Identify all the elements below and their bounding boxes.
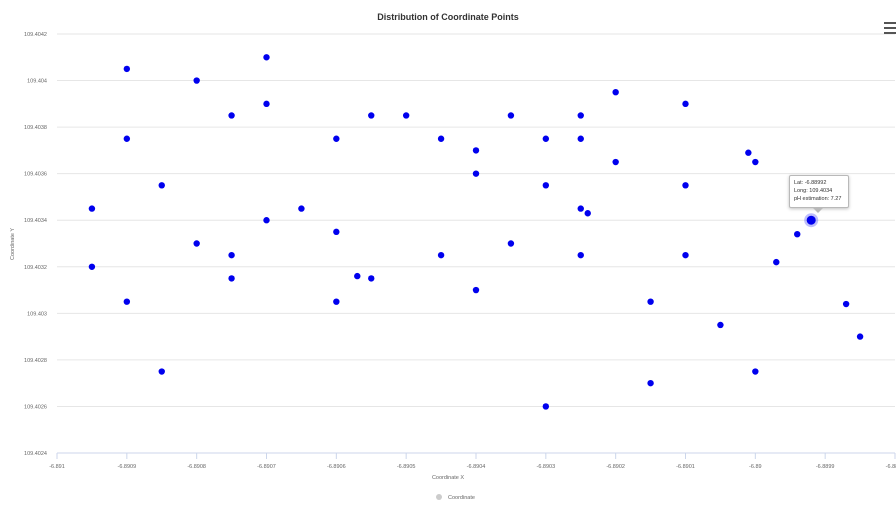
data-point <box>794 230 801 238</box>
data-point <box>354 272 361 280</box>
data-point <box>717 321 724 329</box>
x-tick-label: -6.8898 <box>886 464 896 470</box>
data-point <box>542 403 550 410</box>
data-point <box>368 112 375 119</box>
menu-icon[interactable] <box>884 22 896 34</box>
data-point <box>472 286 480 294</box>
y-tick-label: 109.4042 <box>24 32 47 38</box>
x-axis-title: Coordinate X <box>432 475 464 481</box>
data-point <box>577 112 584 119</box>
x-tick-label: -6.8899 <box>816 464 835 470</box>
data-point <box>542 182 550 189</box>
data-point <box>472 147 480 154</box>
data-point <box>584 210 591 217</box>
data-point <box>577 135 584 142</box>
data-point <box>368 275 375 282</box>
x-tick-label: -6.891 <box>49 464 65 470</box>
data-point <box>437 135 445 142</box>
data-point <box>437 251 445 259</box>
y-tick-label: 109.4038 <box>24 125 47 131</box>
data-point <box>228 275 235 282</box>
data-point <box>88 205 96 212</box>
y-tick-label: 109.4028 <box>24 358 47 364</box>
data-point <box>193 240 200 247</box>
data-point <box>123 298 131 305</box>
legend-marker <box>436 494 442 500</box>
data-point <box>123 135 131 142</box>
y-tick-label: 109.4036 <box>24 172 47 178</box>
data-point <box>773 258 780 266</box>
data-point <box>682 251 689 259</box>
data-point <box>333 298 340 305</box>
data-point <box>228 251 235 259</box>
x-tick-label: -6.8906 <box>327 464 346 470</box>
data-point <box>647 298 654 305</box>
x-tick-label: -6.8908 <box>187 464 206 470</box>
data-point <box>842 300 850 308</box>
data-point <box>333 135 340 142</box>
x-tick-label: -6.8905 <box>397 464 416 470</box>
data-point <box>647 379 654 387</box>
x-tick-label: -6.8902 <box>606 464 625 470</box>
data-point <box>612 88 619 96</box>
data-point <box>123 65 131 73</box>
data-point <box>228 112 235 119</box>
data-point <box>88 263 96 270</box>
highlighted-point <box>806 215 816 225</box>
data-point <box>298 205 305 212</box>
data-point <box>158 182 165 189</box>
data-point <box>333 228 340 236</box>
data-point <box>682 182 689 189</box>
x-tick-label: -6.8901 <box>676 464 695 470</box>
data-point <box>682 100 689 108</box>
data-point <box>402 112 410 119</box>
data-point <box>612 158 619 166</box>
data-point <box>263 54 270 61</box>
y-tick-label: 109.403 <box>27 311 47 317</box>
x-tick-label: -6.8909 <box>118 464 137 470</box>
y-tick-label: 109.404 <box>27 79 47 85</box>
tooltip-long: Long: 109.4034 <box>794 188 833 194</box>
y-tick-label: 109.4032 <box>24 265 47 271</box>
x-tick-label: -6.8903 <box>537 464 556 470</box>
data-point <box>472 170 480 177</box>
tooltip-ph: pH estimation: 7.27 <box>794 196 842 202</box>
point-tooltip: Lat: -6.88992 Long: 109.4034 pH estimati… <box>789 175 849 208</box>
tooltip-lat: Lat: -6.88992 <box>794 180 827 186</box>
data-point <box>542 135 550 142</box>
data-point <box>577 205 584 212</box>
tooltip-arrow <box>813 208 823 213</box>
x-tick-label: -6.8904 <box>467 464 486 470</box>
x-tick-label: -6.89 <box>749 464 762 470</box>
y-tick-label: 109.4034 <box>24 218 47 224</box>
data-point <box>752 368 759 375</box>
chart-title: Distribution of Coordinate Points <box>377 12 519 22</box>
x-tick-label: -6.8907 <box>257 464 276 470</box>
legend-label: Coordinate <box>448 495 475 501</box>
data-point <box>263 217 270 224</box>
y-tick-label: 109.4024 <box>24 451 47 457</box>
data-point <box>193 77 200 84</box>
data-point <box>745 149 752 156</box>
data-point <box>158 368 165 375</box>
data-point <box>263 100 270 108</box>
data-point <box>752 158 759 166</box>
y-tick-label: 109.4026 <box>24 404 47 410</box>
data-point <box>856 333 864 340</box>
y-axis-title: Coordinate Y <box>10 228 16 260</box>
data-point <box>507 240 515 247</box>
data-point <box>507 112 515 119</box>
data-point <box>577 251 584 259</box>
